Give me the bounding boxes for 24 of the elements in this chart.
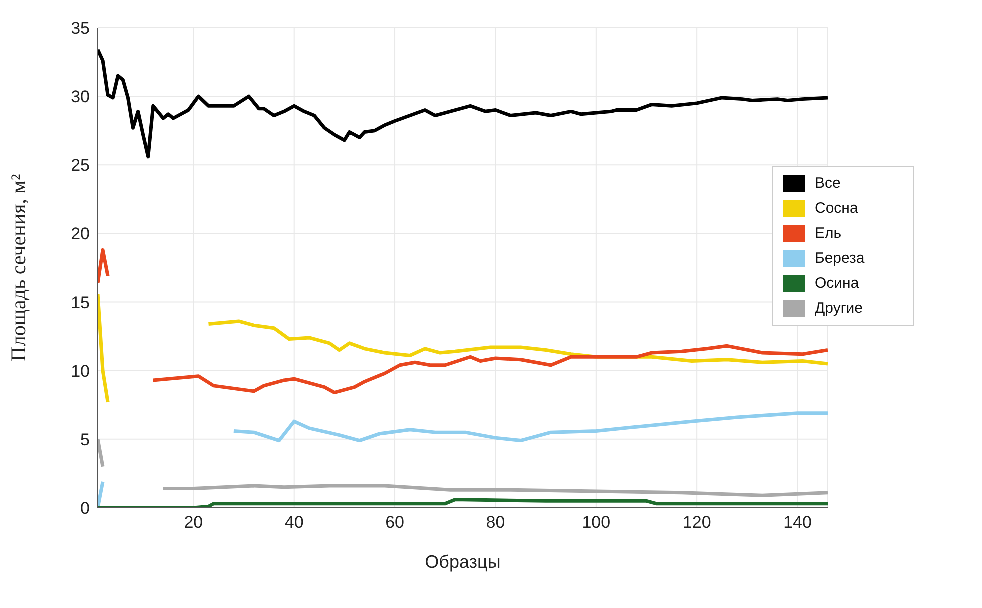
y-tick-label: 35 <box>71 19 90 38</box>
y-tick-label: 15 <box>71 293 90 312</box>
y-tick-label: 10 <box>71 362 90 381</box>
line-series <box>98 48 828 159</box>
y-tick-label: 30 <box>71 88 90 107</box>
x-tick-label: 60 <box>386 513 404 532</box>
legend-label: Сосна <box>815 200 858 217</box>
y-tick-label: 25 <box>71 156 90 176</box>
x-tick-label: 120 <box>682 513 712 532</box>
legend-label: Береза <box>815 250 865 267</box>
y-axis-title: Площадь сечения, м² <box>6 174 30 362</box>
x-tick-label: 80 <box>486 513 506 532</box>
y-tick-label: 5 <box>80 430 90 450</box>
x-tick-label: 40 <box>284 513 304 532</box>
y-tick-label: 0 <box>80 499 90 518</box>
legend-label: Осина <box>815 275 860 292</box>
x-tick-label: 20 <box>184 513 204 532</box>
x-tick-label: 140 <box>784 513 812 532</box>
legend-label: Ель <box>815 225 842 242</box>
x-tick-label: 100 <box>582 513 611 532</box>
x-axis-title: Образцы <box>425 552 501 572</box>
y-tick-label: 20 <box>71 224 90 244</box>
legend-label: Все <box>815 175 841 192</box>
legend-label: Другие <box>815 300 864 317</box>
